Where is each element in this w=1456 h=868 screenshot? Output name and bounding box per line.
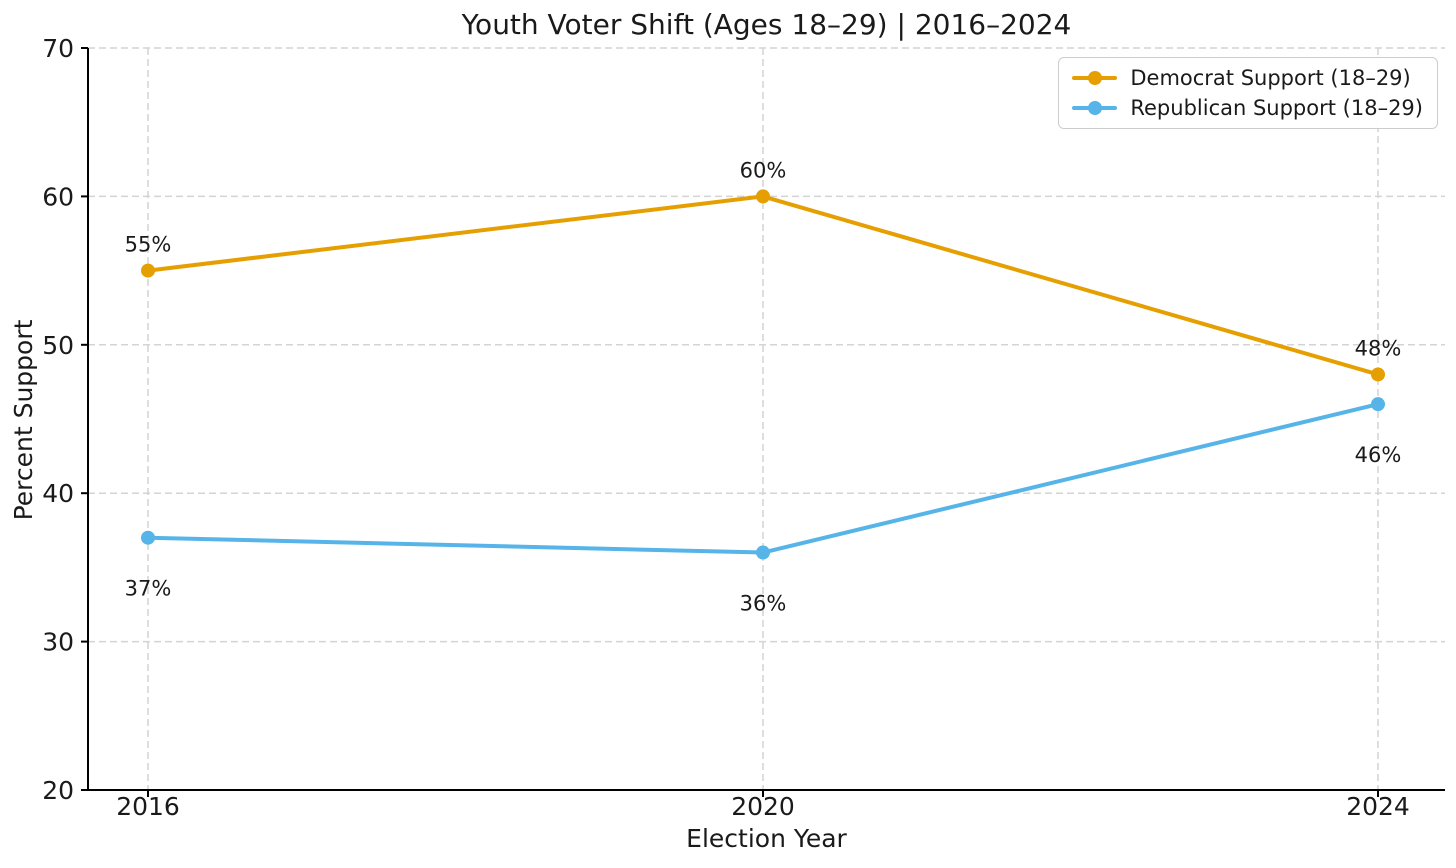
legend-marker-icon <box>1087 71 1102 85</box>
point-label-democrat-support-18-29: 55% <box>125 233 172 257</box>
data-point-marker-republican-support-18-29 <box>1371 397 1385 412</box>
x-tick-label: 2024 <box>1346 792 1410 821</box>
point-label-republican-support-18-29: 36% <box>740 592 787 616</box>
legend-line-sample <box>1072 71 1118 85</box>
x-axis-label: Election Year <box>686 824 847 853</box>
y-tick-label: 70 <box>42 34 74 63</box>
y-tick-label: 30 <box>42 628 74 657</box>
legend-entry: Republican Support (18–29) <box>1072 95 1423 121</box>
point-label-democrat-support-18-29: 48% <box>1355 336 1402 360</box>
data-point-marker-republican-support-18-29 <box>756 545 770 560</box>
legend-marker-icon <box>1087 101 1102 115</box>
point-label-republican-support-18-29: 37% <box>125 577 172 601</box>
legend-entry: Democrat Support (18–29) <box>1072 65 1423 91</box>
y-tick-label: 20 <box>42 776 74 805</box>
point-label-republican-support-18-29: 46% <box>1355 443 1402 467</box>
data-point-marker-democrat-support-18-29 <box>756 189 770 204</box>
chart-title: Youth Voter Shift (Ages 18–29) | 2016–20… <box>461 8 1072 41</box>
x-tick-label: 2020 <box>731 792 795 821</box>
legend-line-sample <box>1072 101 1118 115</box>
y-tick-label: 50 <box>42 331 74 360</box>
point-label-democrat-support-18-29: 60% <box>740 158 787 182</box>
legend-label: Democrat Support (18–29) <box>1130 66 1411 90</box>
x-tick-label: 2016 <box>116 792 180 821</box>
data-point-marker-democrat-support-18-29 <box>1371 367 1385 382</box>
y-tick-label: 40 <box>42 479 74 508</box>
legend: Democrat Support (18–29) Republican Suppo… <box>1058 57 1438 129</box>
data-point-marker-republican-support-18-29 <box>141 530 155 545</box>
legend-label: Republican Support (18–29) <box>1130 96 1423 120</box>
y-tick-label: 60 <box>42 182 74 211</box>
data-point-marker-democrat-support-18-29 <box>141 263 155 278</box>
